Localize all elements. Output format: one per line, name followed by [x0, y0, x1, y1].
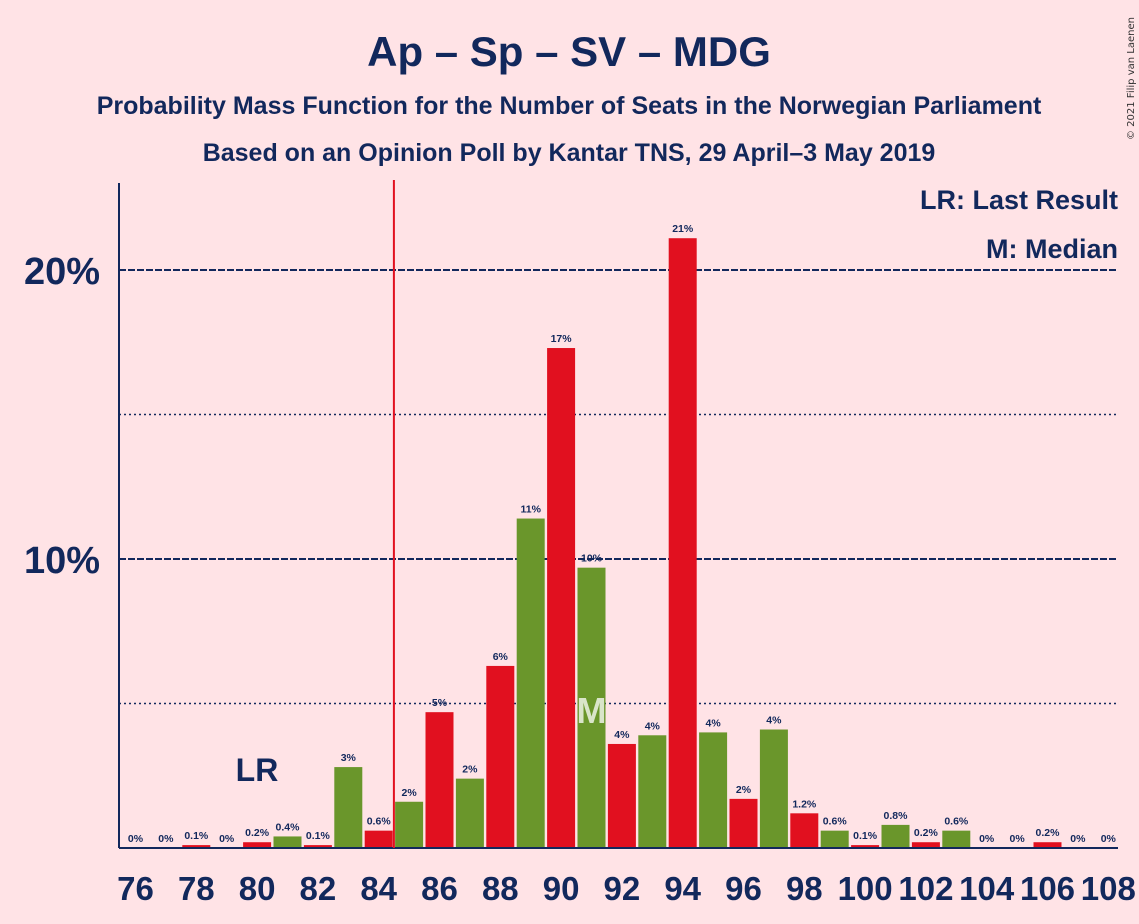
bar-seat-106	[1033, 842, 1062, 848]
bar-label-seat-103: 0.6%	[944, 816, 969, 828]
bar-seat-93	[638, 735, 667, 848]
bar-seat-78	[182, 845, 211, 848]
bar-seat-99	[820, 830, 849, 848]
bar-seat-101	[881, 824, 910, 848]
x-tick-92: 92	[604, 870, 641, 907]
bar-seat-90	[547, 348, 576, 848]
bar-seat-94	[668, 238, 697, 848]
bar-label-seat-108: 0%	[1101, 833, 1117, 845]
bar-label-seat-107: 0%	[1070, 833, 1086, 845]
bar-label-seat-80: 0.2%	[245, 827, 270, 839]
bar-label-seat-91: 10%	[581, 553, 603, 565]
bar-label-seat-76: 0%	[128, 833, 144, 845]
x-tick-78: 78	[178, 870, 215, 907]
x-tick-102: 102	[898, 870, 953, 907]
bar-label-seat-100: 0.1%	[853, 830, 878, 842]
bar-label-seat-96: 2%	[736, 784, 752, 796]
bar-label-seat-102: 0.2%	[914, 827, 939, 839]
grid-lines	[119, 269, 1118, 705]
y-tick-1: 20%	[24, 251, 100, 293]
bar-label-seat-85: 2%	[402, 787, 418, 799]
x-tick-106: 106	[1020, 870, 1075, 907]
bar-label-seat-94: 21%	[672, 223, 694, 235]
bar-seat-87	[455, 778, 484, 848]
x-tick-108: 108	[1081, 870, 1136, 907]
bar-label-seat-90: 17%	[551, 333, 573, 345]
bar-seat-96	[729, 798, 758, 848]
median-marker: M	[577, 690, 607, 731]
bar-seat-84	[364, 830, 393, 848]
chart-title: Ap – Sp – SV – MDG	[367, 28, 771, 75]
x-tick-88: 88	[482, 870, 519, 907]
x-tick-82: 82	[300, 870, 337, 907]
bar-seat-83	[334, 767, 363, 848]
bar-seat-95	[699, 732, 728, 848]
bar-seat-91	[577, 567, 606, 848]
bar-seat-88	[486, 665, 515, 848]
bar-label-seat-98: 1.2%	[792, 798, 817, 810]
bar-seat-80	[243, 842, 272, 848]
x-tick-96: 96	[725, 870, 762, 907]
bar-label-seat-95: 4%	[706, 717, 722, 729]
bar-label-seat-81: 0.4%	[276, 821, 301, 833]
bar-label-seat-97: 4%	[766, 715, 782, 727]
bar-seat-89	[516, 518, 545, 848]
bar-label-seat-82: 0.1%	[306, 830, 331, 842]
copyright-text: © 2021 Filip van Laenen	[1126, 17, 1137, 140]
x-tick-104: 104	[959, 870, 1015, 907]
bar-label-seat-104: 0%	[979, 833, 995, 845]
bars	[182, 238, 1062, 848]
x-tick-90: 90	[543, 870, 580, 907]
bar-value-labels: 0% 0% 0.1% 0% 0.2% 0.4% 0.1% 3% 0.6% 2% 5% 2% 6% 11% 1…	[128, 223, 1117, 845]
bar-label-seat-105: 0%	[1010, 833, 1026, 845]
bar-label-seat-93: 4%	[645, 720, 661, 732]
y-tick-0: 10%	[24, 540, 100, 582]
bar-seat-97	[759, 729, 788, 848]
x-tick-86: 86	[421, 870, 458, 907]
bar-seat-86	[425, 712, 454, 848]
chart-subtitle: Probability Mass Function for the Number…	[97, 92, 1042, 120]
bar-seat-103	[942, 830, 971, 848]
bar-seat-100	[851, 845, 880, 848]
bar-seat-81	[273, 836, 302, 848]
x-tick-80: 80	[239, 870, 276, 907]
x-tick-94: 94	[664, 870, 701, 907]
bar-seat-82	[303, 845, 332, 848]
bar-label-seat-84: 0.6%	[367, 816, 392, 828]
legend-last-result: LR: Last Result	[920, 185, 1118, 215]
bar-label-seat-106: 0.2%	[1036, 827, 1061, 839]
bar-label-seat-88: 6%	[493, 651, 509, 663]
x-tick-100: 100	[838, 870, 893, 907]
bar-label-seat-101: 0.8%	[884, 810, 909, 822]
bar-label-seat-87: 2%	[462, 764, 478, 776]
bar-label-seat-92: 4%	[614, 729, 630, 741]
legend-median: M: Median	[986, 234, 1118, 264]
chart-subtitle-2: Based on an Opinion Poll by Kantar TNS, …	[203, 139, 936, 167]
bar-seat-92	[607, 743, 636, 848]
bar-label-seat-83: 3%	[341, 752, 357, 764]
last-result-label: LR	[236, 752, 279, 788]
bar-seat-102	[911, 842, 940, 848]
y-tick-labels: 10% 20%	[24, 251, 100, 582]
x-tick-98: 98	[786, 870, 823, 907]
bar-label-seat-78: 0.1%	[184, 830, 209, 842]
bar-label-seat-89: 11%	[520, 504, 541, 516]
bar-seat-98	[790, 813, 819, 848]
x-tick-84: 84	[360, 870, 397, 907]
bar-seat-85	[395, 801, 424, 848]
bar-label-seat-77: 0%	[158, 833, 174, 845]
bar-label-seat-99: 0.6%	[823, 816, 848, 828]
x-tick-labels: 76 78 80 82 84 86 88 90 92 94 96 98 100 102 104 106 108	[117, 870, 1136, 907]
bar-label-seat-79: 0%	[219, 833, 235, 845]
bar-label-seat-86: 5%	[432, 697, 448, 709]
x-tick-76: 76	[117, 870, 154, 907]
